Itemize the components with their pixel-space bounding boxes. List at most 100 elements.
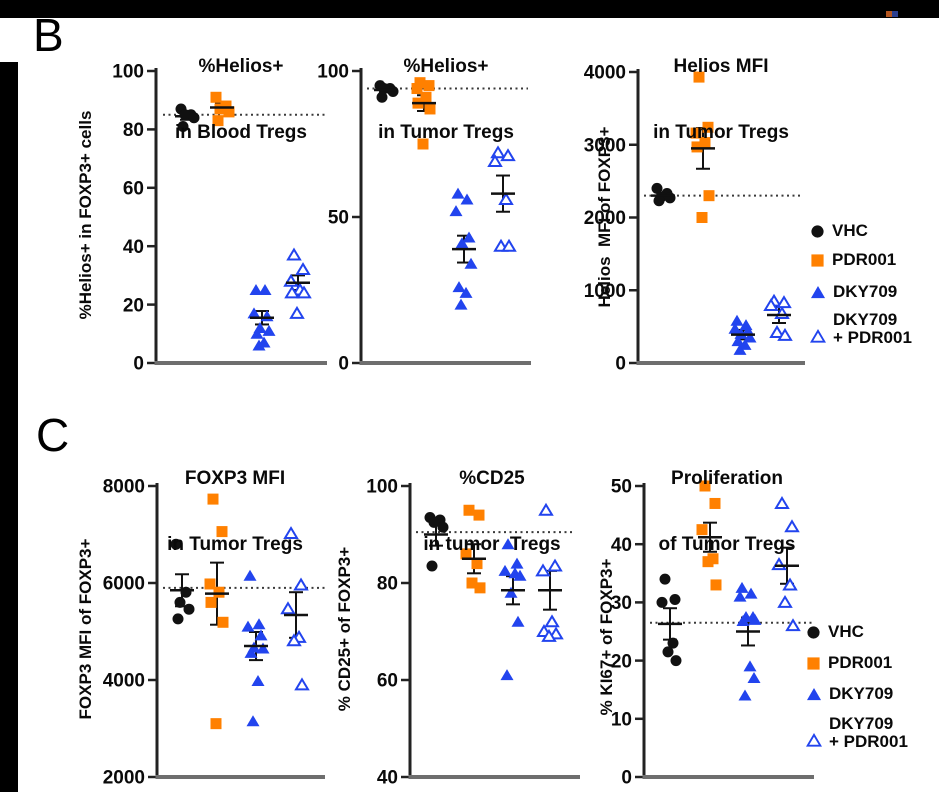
data-point-triangle xyxy=(460,193,474,205)
data-point-open-triangle xyxy=(774,496,790,509)
y-tick-label: 0 xyxy=(338,354,349,375)
legend-item-pdr001: PDR001 xyxy=(806,653,908,673)
y-tick-label: 40 xyxy=(377,768,398,789)
y-tick-label: 30 xyxy=(611,593,632,614)
data-point-triangle xyxy=(731,335,745,347)
y-tick-label: 80 xyxy=(377,574,398,595)
data-point-triangle xyxy=(464,257,478,269)
legend-item-dky709-pdr001: DKY709 + PDR001 xyxy=(806,715,908,751)
data-point-circle xyxy=(667,637,679,649)
left-black-bar xyxy=(0,62,18,792)
plot-proliferation_tumor: 0 10 20 30 40 50 xyxy=(611,477,814,789)
legend-panel-c: VHC PDR001 DKY709 DKY709 + PDR001 xyxy=(806,622,908,762)
title-line: in Tumor Tregs xyxy=(167,534,303,555)
title-helios-blood: %Helios+ in Blood Tregs xyxy=(175,12,307,188)
dky709-pdr001-open-triangle-icon xyxy=(806,733,822,747)
data-point-triangle xyxy=(244,646,258,658)
title-line: in Tumor Tregs xyxy=(653,122,789,143)
data-point-square xyxy=(207,493,219,505)
legend-label-line1: DKY709 xyxy=(829,714,894,733)
data-point-square xyxy=(411,83,423,95)
title-line: %Helios+ xyxy=(403,56,489,77)
legend-label: VHC xyxy=(828,622,864,641)
data-point-triangle xyxy=(256,642,270,654)
data-point-square xyxy=(424,103,436,115)
legend-label: DKY709 + PDR001 xyxy=(829,715,908,751)
data-point-circle xyxy=(183,603,195,615)
legend-label: PDR001 xyxy=(832,250,897,269)
data-point-open-triangle xyxy=(294,677,310,691)
y-tick-label: 100 xyxy=(112,62,144,83)
data-point-circle xyxy=(426,560,438,572)
data-point-triangle xyxy=(455,237,469,249)
data-point-triangle xyxy=(249,284,263,295)
group-pdr001 xyxy=(210,91,235,127)
y-tick-label: 50 xyxy=(328,208,349,229)
group-dky709 xyxy=(733,581,762,701)
group-dky709 xyxy=(498,538,527,681)
data-point-triangle xyxy=(743,660,757,672)
data-point-open-triangle xyxy=(544,614,560,628)
data-point-triangle xyxy=(748,613,762,625)
title-line: in Tumor Tregs xyxy=(378,122,514,143)
ylabel-helios-mfi: Helios MFI of FOXP3+ xyxy=(595,126,614,308)
legend-item-dky709: DKY709 xyxy=(806,684,908,704)
data-point-triangle xyxy=(243,569,257,581)
data-point-square xyxy=(691,141,703,153)
title-line: Helios MFI xyxy=(673,56,769,77)
y-tick-label: 3000 xyxy=(584,135,626,156)
data-point-square xyxy=(699,480,711,492)
y-tick-label: 8000 xyxy=(103,477,145,498)
title-line: of Tumor Tregs xyxy=(658,534,796,555)
data-point-open-triangle xyxy=(284,285,300,299)
y-tick-label: 0 xyxy=(615,354,626,375)
data-point-square xyxy=(702,556,714,568)
title-line: %CD25 xyxy=(459,468,525,489)
data-point-open-triangle xyxy=(286,247,302,261)
y-tick-label: 2000 xyxy=(584,208,626,229)
data-point-circle xyxy=(177,120,189,132)
data-point-open-triangle xyxy=(763,298,779,312)
group-vhc xyxy=(175,103,200,132)
data-point-circle xyxy=(174,596,186,608)
data-point-circle xyxy=(170,538,182,550)
data-point-square xyxy=(463,504,475,516)
data-point-square xyxy=(223,106,235,118)
data-point-square xyxy=(474,582,486,594)
data-point-square xyxy=(220,100,232,112)
dky709-triangle-icon xyxy=(810,285,826,298)
data-point-circle xyxy=(659,573,671,585)
y-tick-label: 6000 xyxy=(103,574,145,595)
data-point-triangle xyxy=(498,564,512,576)
data-point-open-triangle xyxy=(538,502,554,516)
data-point-square xyxy=(693,71,705,83)
data-point-open-triangle xyxy=(782,577,798,591)
y-tick-label: 50 xyxy=(611,477,632,498)
dky709-pdr001-open-triangle-icon xyxy=(810,329,826,343)
ylabel-helios-blood: %Helios+ in FOXP3+ cells xyxy=(76,110,95,320)
data-point-triangle xyxy=(513,569,527,581)
data-point-square xyxy=(696,524,708,536)
data-point-circle xyxy=(387,85,399,97)
cropped-artifact xyxy=(886,11,898,17)
legend-label: DKY709 + PDR001 xyxy=(833,311,912,347)
data-point-open-triangle xyxy=(296,285,312,299)
title-line: in tumor Tregs xyxy=(423,534,561,555)
title-foxp3-mfi: FOXP3 MFI in Tumor Tregs xyxy=(167,424,303,600)
data-point-open-triangle xyxy=(784,519,800,533)
data-point-square xyxy=(214,103,226,115)
data-point-open-triangle xyxy=(500,148,516,162)
data-point-square xyxy=(417,138,429,150)
dky709-triangle-icon xyxy=(806,687,822,700)
panel-label-c: C xyxy=(36,409,70,461)
data-point-square xyxy=(699,137,711,149)
title-line: in Blood Tregs xyxy=(175,122,307,143)
data-point-circle xyxy=(188,112,200,124)
y-tick-label: 100 xyxy=(317,62,349,83)
y-tick-label: 40 xyxy=(611,535,632,556)
data-point-open-triangle xyxy=(777,327,793,341)
y-tick-label: 60 xyxy=(377,671,398,692)
legend-item-pdr001: PDR001 xyxy=(810,250,912,270)
y-tick-label: 60 xyxy=(123,178,144,199)
